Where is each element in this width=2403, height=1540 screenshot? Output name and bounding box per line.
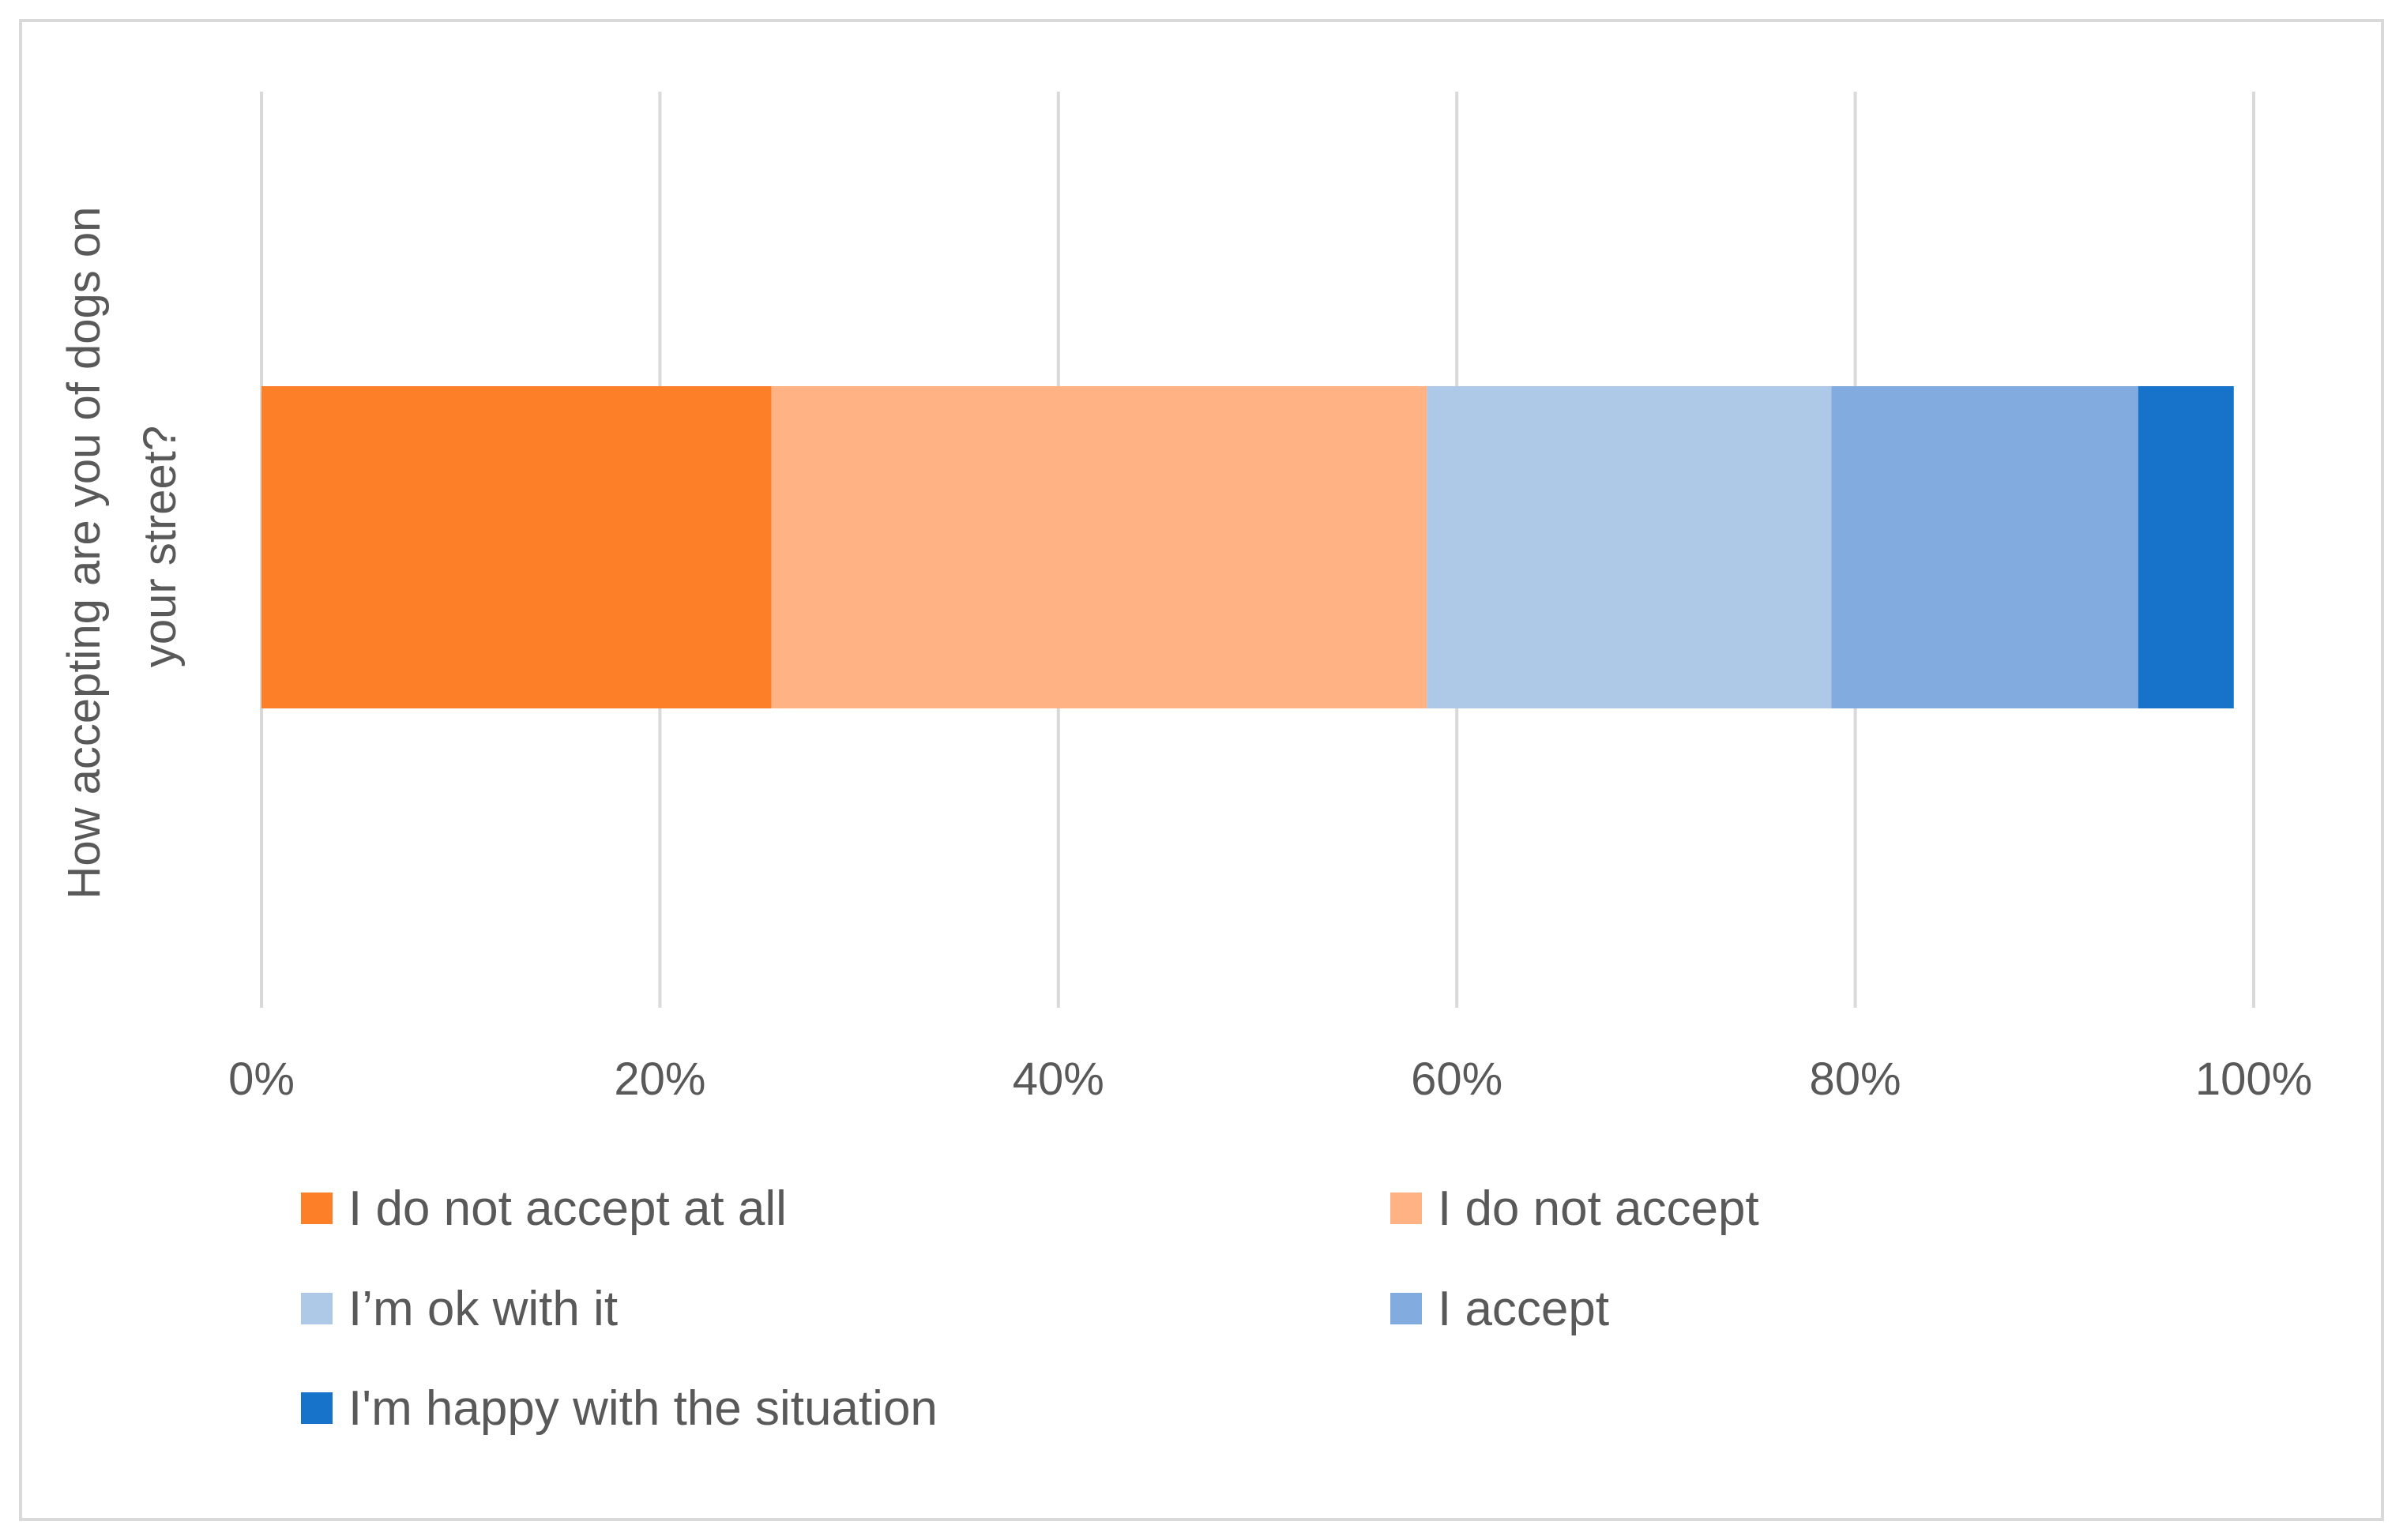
x-tick-label-60: 60%	[1411, 1054, 1502, 1105]
x-tick-label-20: 20%	[614, 1054, 705, 1105]
legend-label-3: I’m ok with it	[348, 1282, 618, 1336]
legend-label-1: I do not accept at all	[348, 1181, 787, 1236]
legend-swatch-5	[301, 1392, 333, 1424]
bar-segment-5	[2138, 386, 2234, 708]
legend-swatch-2	[1390, 1193, 1422, 1224]
bar-segment-1	[261, 386, 772, 708]
x-tick-label-0: 0%	[228, 1054, 295, 1105]
legend-label-5: I'm happy with the situation	[348, 1381, 938, 1436]
y-axis-title-line-1: How accepting are you of dogs on	[58, 207, 110, 900]
chart-frame	[19, 19, 2384, 1521]
y-axis-title: How accepting are you of dogs on your st…	[58, 193, 186, 899]
legend-swatch-4	[1390, 1293, 1422, 1324]
legend-label-2: I do not accept	[1438, 1181, 1759, 1236]
legend-swatch-3	[301, 1293, 333, 1324]
legend-swatch-1	[301, 1193, 333, 1224]
x-axis-ticks: 0% 20% 40% 60% 80% 100%	[228, 1054, 2312, 1105]
x-tick-label-40: 40%	[1013, 1054, 1104, 1105]
bar-segment-4	[1831, 386, 2138, 708]
legend-label-4: I accept	[1438, 1282, 1609, 1336]
legend: I do not accept at all I do not accept I’m…	[301, 1181, 1759, 1436]
bar-segment-3	[1427, 386, 1832, 708]
bar-segment-2	[771, 386, 1427, 708]
bars	[261, 386, 2234, 708]
y-axis-title-line-2: your street?	[134, 426, 186, 667]
x-tick-label-80: 80%	[1810, 1054, 1901, 1105]
x-tick-label-100: 100%	[2195, 1054, 2312, 1105]
